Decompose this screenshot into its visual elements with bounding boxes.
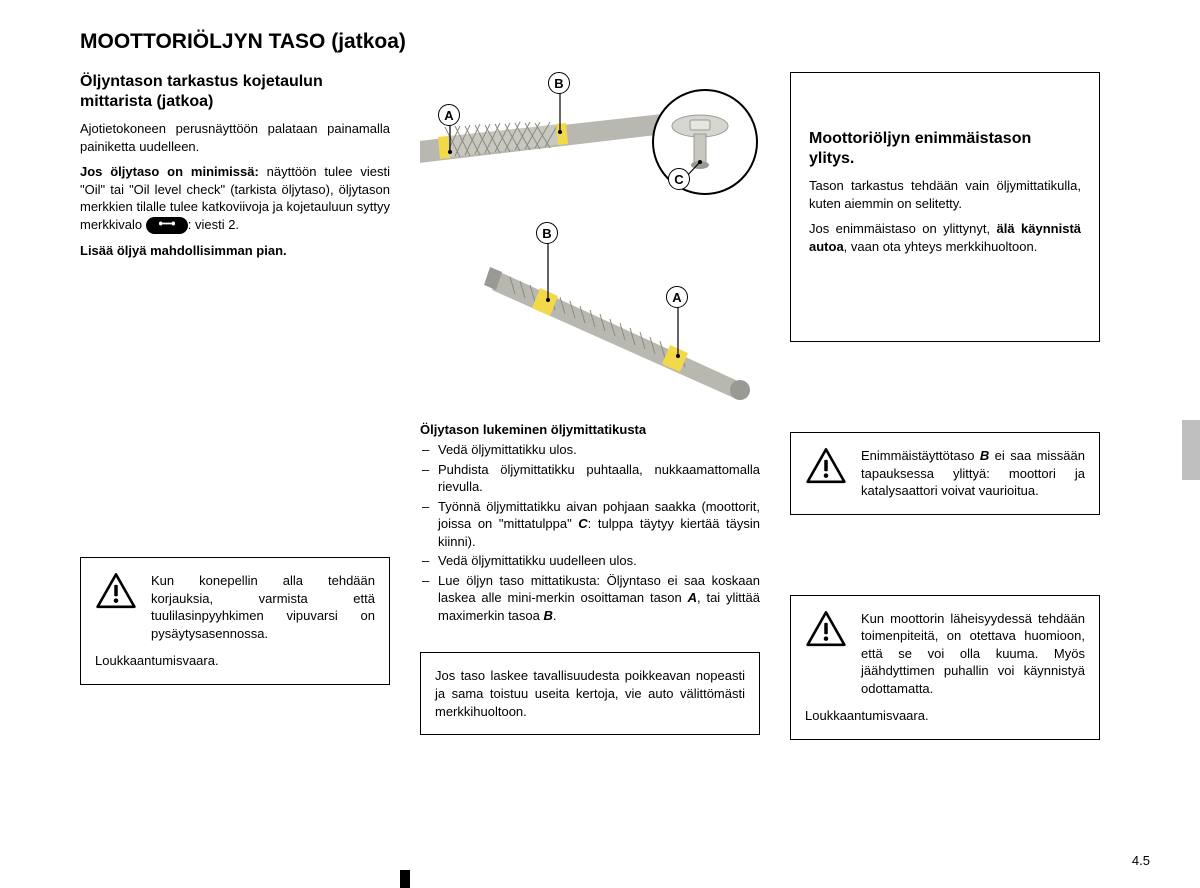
col3-top-heading: Moottoriöljyn enimmäistason ylitys. [809,129,1081,169]
p2-pre: Jos enimmäistaso on ylittynyt, [809,221,997,236]
page-title: MOOTTORIÖLJYN TASO (jatkoa) [80,30,1150,54]
col1-p2-lead: Jos öljytaso on minimissä: [80,164,259,179]
callout-A-top: A [438,104,460,126]
col3-top-p1: Tason tarkastus tehdään vain öljymittati… [809,177,1081,212]
page-number: 4.5 [1132,853,1150,868]
thumb-tab [1182,420,1200,480]
bullet-text: Lue öljyn taso mittatikusta: Öljyntaso e… [438,573,760,623]
column-left: Öljyntason tarkastus kojetaulun mittaris… [80,72,390,740]
warning-triangle-icon [805,610,847,648]
col3-warn2-text: Kun moottorin läheisyydessä tehdään toim… [861,610,1085,698]
w1-pre: Enimmäistäyttötaso [861,448,980,463]
col2-bullet-list: Vedä öljymittatikku ulos. Puhdista öljym… [420,441,760,624]
list-item: Puhdista öljymittatikku puhtaalla, nukka… [420,461,760,496]
col3-top-box: Moottoriöljyn enimmäistason ylitys. Taso… [790,72,1100,342]
callout-B-bottom: B [536,222,558,244]
col1-warning-box: Kun konepellin alla tehdään korjauksia, … [80,557,390,685]
col3-warn2-footer: Loukkaantumisvaara. [805,707,1085,725]
list-item: Vedä öljymittatikku ulos. [420,441,760,459]
dipstick-diagram: A B C B A [420,72,760,412]
col1-p2-tail: : viesti 2. [188,217,239,232]
callout-C: C [668,168,690,190]
callout-B-top: B [548,72,570,94]
bullet-text: Työnnä öljymittatikku aivan pohjaan saak… [438,499,760,549]
column-right: Moottoriöljyn enimmäistason ylitys. Taso… [790,72,1100,740]
warning-triangle-icon [805,447,847,485]
col1-warn-text: Kun konepellin alla tehdään korjauksia, … [151,572,375,642]
col1-p1: Ajotietokoneen perusnäyttöön palataan pa… [80,120,390,155]
content-columns: Öljyntason tarkastus kojetaulun mittaris… [80,72,1150,740]
list-item: Lue öljyn taso mittatikusta: Öljyntaso e… [420,572,760,625]
col2-subheading: Öljytason lukeminen öljymittatikusta [420,422,760,437]
col1-warn-footer: Loukkaantumisvaara. [95,652,375,670]
list-item: Vedä öljymittatikku uudelleen ulos. [420,552,760,570]
column-center: A B C B A Öljytason lukeminen öljymittat… [420,72,760,740]
col3-warn2-box: Kun moottorin läheisyydessä tehdään toim… [790,595,1100,740]
list-item: Työnnä öljymittatikku aivan pohjaan saak… [420,498,760,551]
crop-mark [400,870,410,888]
warning-triangle-icon [95,572,137,610]
col3-warn1-box: Enimmäistäyttötaso B ei saa missään tapa… [790,432,1100,515]
callout-A-bottom: A [666,286,688,308]
col3-top-p2: Jos enimmäistaso on ylittynyt, älä käynn… [809,220,1081,255]
col1-p3: Lisää öljyä mahdollisimman pian. [80,242,390,260]
col2-info-box: Jos taso laskee tavallisuudesta poikkeav… [420,652,760,735]
col1-heading: Öljyntason tarkastus kojetaulun mittaris… [80,72,390,112]
w1-bold: B [980,448,989,463]
p2-post: , vaan ota yhteys merkkihuoltoon. [844,239,1038,254]
col3-warn1-text: Enimmäistäyttötaso B ei saa missään tapa… [861,447,1085,500]
col1-p2: Jos öljytaso on minimissä: näyttöön tule… [80,163,390,234]
wrench-icon [146,217,188,234]
